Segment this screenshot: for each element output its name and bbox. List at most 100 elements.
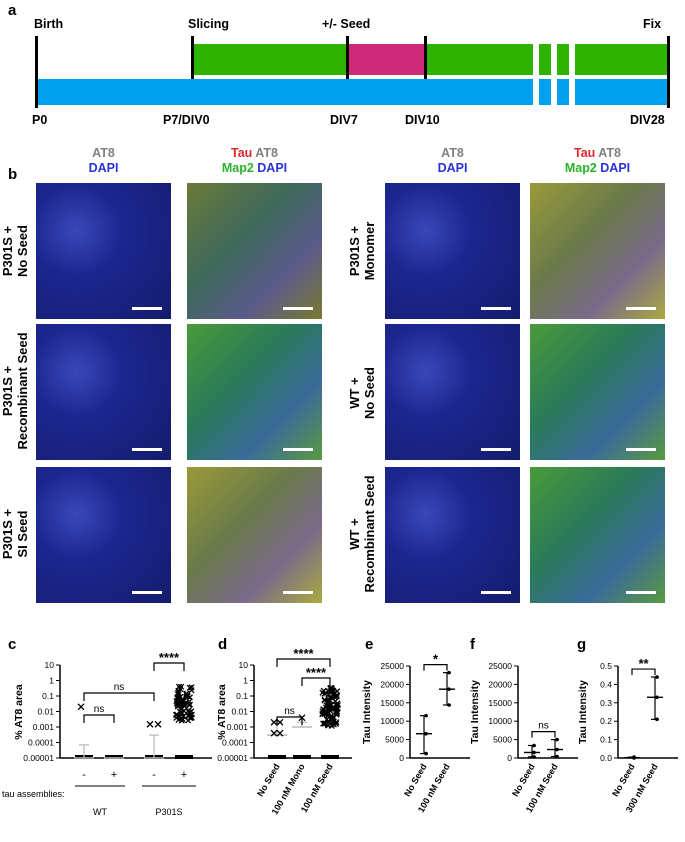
data-point: [532, 743, 536, 748]
data-point: [174, 695, 181, 702]
culture-bar-seg: [557, 44, 569, 75]
micrograph-p301s-siseed-at8: [36, 467, 171, 603]
col-header-4: Tau AT8 Map2 DAPI: [564, 146, 631, 175]
col-header-3: AT8 DAPI: [437, 146, 468, 175]
data-point: [321, 720, 328, 727]
data-point: [319, 689, 326, 696]
y-tick-label: 25000: [380, 661, 404, 671]
micrograph-wt-noseed-at8: [385, 324, 520, 460]
data-point: [186, 698, 193, 705]
y-axis-label: % AT8 area: [13, 684, 25, 740]
x-tick-label: +: [111, 769, 117, 781]
significance-bracket: [83, 714, 115, 723]
x-tick-label: +: [181, 769, 187, 781]
micrograph-p301s-monomer-at8: [385, 183, 520, 319]
timeline-fix-label: Fix: [643, 17, 662, 31]
group-label: P301S: [155, 807, 182, 817]
data-point: [555, 747, 559, 752]
significance-bracket: [301, 677, 331, 686]
panel-label-d: d: [218, 636, 228, 653]
y-tick-label: 15000: [380, 698, 404, 708]
timeline-birth-label: Birth: [34, 17, 64, 31]
micrograph-p301s-noseed-at8: [36, 183, 171, 319]
significance-bracket: [83, 692, 155, 701]
data-point: [185, 717, 192, 724]
timeline-div7-label: DIV7: [330, 113, 358, 127]
y-tick-label: 10000: [380, 716, 404, 726]
data-point: [655, 695, 659, 700]
significance-bracket: [153, 662, 185, 671]
data-point: [447, 687, 451, 691]
x-tick-label: -: [152, 769, 156, 781]
significance-label: ns: [538, 721, 549, 732]
timeline-tick: [667, 36, 670, 108]
data-point: [332, 705, 339, 712]
data-point: [555, 737, 559, 742]
y-axis-label: Tau Intensity: [577, 680, 589, 744]
timeline-div10-label: DIV10: [405, 113, 440, 127]
y-tick-label: 1: [243, 676, 248, 686]
y-tick-label: 0.0001: [28, 738, 54, 748]
data-point: [146, 720, 154, 728]
y-tick-label: 0: [507, 753, 512, 763]
col-header-2: Tau AT8 Map2 DAPI: [221, 146, 288, 175]
x-tick-label: -: [82, 769, 86, 781]
data-point: [328, 685, 335, 692]
data-point: [178, 715, 185, 722]
seed-bar: [348, 44, 426, 75]
data-point: [175, 687, 182, 694]
data-point: [655, 717, 659, 722]
x-tick-label: No Seed: [255, 762, 282, 798]
data-point: [424, 751, 428, 756]
y-tick-label: 0.4: [600, 679, 612, 689]
significance-bracket: [531, 731, 556, 738]
row-label: tau assemblies:: [2, 789, 65, 799]
y-tick-label: 25000: [488, 661, 512, 671]
significance-label: ns: [114, 682, 125, 693]
data-point: [276, 729, 284, 737]
y-axis-label: Tau Intensity: [361, 680, 373, 744]
data-point: [186, 684, 193, 691]
y-tick-label: 10: [45, 660, 55, 670]
data-point: [154, 720, 162, 728]
data-point: [172, 711, 180, 718]
data-point-cluster: [105, 755, 123, 759]
data-point-cluster: [293, 755, 311, 759]
data-point-cluster: [175, 755, 193, 759]
data-point: [328, 712, 335, 719]
significance-label: *: [433, 652, 439, 667]
significance-bracket: [631, 668, 656, 676]
y-tick-label: 10: [239, 660, 249, 670]
significance-bracket: [276, 658, 331, 667]
animal-bar: [37, 79, 533, 105]
y-axis-label: Tau Intensity: [469, 680, 481, 744]
panel-label-f: f: [470, 636, 475, 653]
significance-label: ****: [159, 650, 180, 665]
animal-bar-seg: [539, 79, 551, 105]
culture-bar-seg: [539, 44, 551, 75]
timeline-tick: [346, 36, 349, 79]
data-point: [632, 756, 636, 760]
data-point: [77, 703, 85, 711]
data-point: [424, 731, 428, 736]
significance-label: ****: [293, 646, 314, 661]
chart-d: 10 1 0.1 0.01 0.001 0.0001 0.00001 % AT8 area No…: [216, 646, 352, 816]
data-point: [333, 710, 340, 717]
y-tick-label: 0: [399, 753, 404, 763]
animal-bar-end: [575, 79, 668, 105]
culture-bar: [193, 44, 348, 75]
y-tick-label: 5000: [493, 735, 512, 745]
data-point: [328, 686, 335, 693]
y-tick-label: 0.01: [231, 707, 248, 717]
significance-bracket: [276, 716, 303, 725]
data-point: [177, 709, 184, 716]
significance-bracket: [423, 664, 448, 671]
data-point: [322, 720, 329, 727]
micrograph-wt-recseed-merge: [530, 467, 665, 603]
significance-label: **: [638, 656, 649, 671]
y-tick-label: 10000: [488, 716, 512, 726]
panel-label-b: b: [8, 166, 18, 183]
y-tick-label: 0.00001: [23, 753, 54, 763]
animal-bar-seg: [557, 79, 569, 105]
data-point: [532, 755, 536, 759]
